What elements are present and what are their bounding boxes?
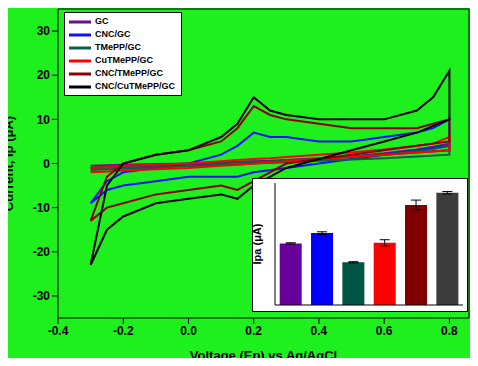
svg-text:0.2: 0.2 bbox=[245, 324, 262, 338]
svg-text:-10: -10 bbox=[33, 201, 51, 215]
svg-text:Ipa (μA): Ipa (μA) bbox=[253, 223, 263, 264]
svg-text:Voltage (Ep) vs Ag/AgCl: Voltage (Ep) vs Ag/AgCl bbox=[190, 348, 337, 358]
html-text:CNC/CuTMePP/GC: CNC/CuTMePP/GC bbox=[95, 81, 175, 91]
svg-text:0.0: 0.0 bbox=[180, 324, 197, 338]
svg-text:Current, Ip (μA): Current, Ip (μA) bbox=[8, 116, 16, 211]
svg-text:0.6: 0.6 bbox=[376, 324, 393, 338]
html-text:CNC/GC: CNC/GC bbox=[95, 29, 131, 39]
svg-text:-30: -30 bbox=[33, 289, 51, 303]
svg-text:10: 10 bbox=[37, 113, 51, 127]
svg-text:0.4: 0.4 bbox=[311, 324, 328, 338]
svg-text:-20: -20 bbox=[33, 245, 51, 259]
html-text:CNC/TMePP/GC: CNC/TMePP/GC bbox=[95, 68, 163, 78]
html-text:CuTMePP/GC: CuTMePP/GC bbox=[95, 55, 153, 65]
svg-text:0: 0 bbox=[43, 157, 50, 171]
svg-text:20: 20 bbox=[37, 68, 51, 82]
svg-text:30: 30 bbox=[37, 24, 51, 38]
svg-text:-0.4: -0.4 bbox=[48, 324, 69, 338]
html-text:TMePP/GC: TMePP/GC bbox=[95, 42, 141, 52]
svg-text:0.8: 0.8 bbox=[441, 324, 458, 338]
svg-text:-0.2: -0.2 bbox=[113, 324, 134, 338]
html-text:GC: GC bbox=[95, 16, 109, 26]
